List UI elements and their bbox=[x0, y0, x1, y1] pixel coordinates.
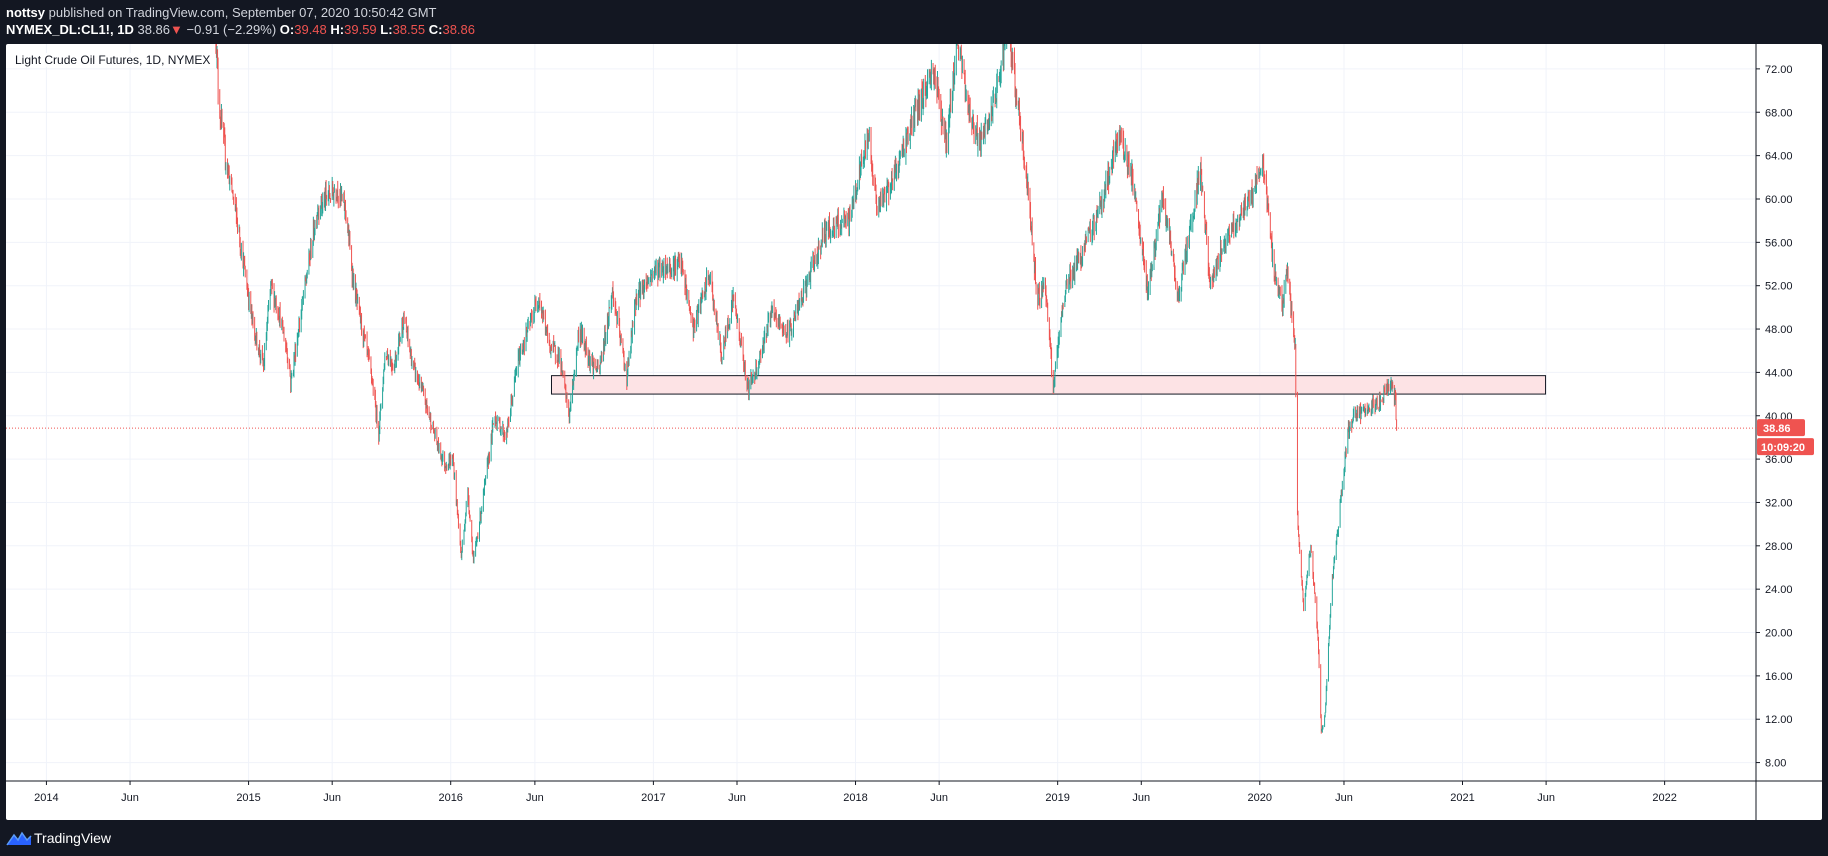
author-name[interactable]: nottsy bbox=[6, 5, 45, 20]
tradingview-logo-icon[interactable] bbox=[6, 830, 32, 846]
x-tick-label: 2021 bbox=[1450, 792, 1474, 804]
x-tick-label: Jun bbox=[1537, 792, 1555, 804]
high-value: 39.59 bbox=[344, 22, 377, 37]
y-tick-label: 16.00 bbox=[1765, 671, 1793, 683]
y-tick-label: 60.00 bbox=[1765, 194, 1793, 206]
y-tick-label: 72.00 bbox=[1765, 64, 1793, 76]
close-value: 38.86 bbox=[442, 22, 476, 37]
y-tick-label: 68.00 bbox=[1765, 107, 1793, 119]
down-arrow-icon: ▼ bbox=[170, 22, 183, 37]
y-tick-label: 52.00 bbox=[1765, 281, 1793, 293]
y-tick-label: 56.00 bbox=[1765, 237, 1793, 249]
y-tick-label: 24.00 bbox=[1765, 584, 1793, 596]
x-tick-label: Jun bbox=[121, 792, 139, 804]
countdown-badge bbox=[1757, 438, 1814, 456]
chart-title: Light Crude Oil Futures, 1D, NYMEX bbox=[15, 53, 211, 67]
x-tick-label: Jun bbox=[930, 792, 948, 804]
chart-header: nottsy published on TradingView.com, Sep… bbox=[0, 0, 1828, 44]
tradingview-logo-text[interactable]: TradingView bbox=[34, 830, 112, 846]
grid bbox=[6, 44, 1756, 781]
open-label: O: bbox=[279, 22, 295, 37]
y-tick-label: 12.00 bbox=[1765, 714, 1793, 726]
publish-info: nottsy published on TradingView.com, Sep… bbox=[6, 5, 436, 20]
ohlc-legend: NYMEX_DL:CL1!, 1D 38.86▼ −0.91 (−2.29%) … bbox=[6, 22, 475, 37]
x-tick-label: 2018 bbox=[843, 792, 867, 804]
last-price: 38.86 bbox=[137, 22, 171, 37]
y-tick-label: 36.00 bbox=[1765, 454, 1793, 466]
last-price-label: 38.86 bbox=[1763, 423, 1791, 435]
x-tick-label: Jun bbox=[323, 792, 341, 804]
open-value: 39.48 bbox=[294, 22, 327, 37]
x-tick-label: Jun bbox=[526, 792, 544, 804]
y-tick-label: 20.00 bbox=[1765, 628, 1793, 640]
x-tick-label: Jun bbox=[1335, 792, 1353, 804]
publish-text: published on TradingView.com, September … bbox=[48, 5, 437, 20]
support-zone-rect bbox=[550, 375, 1547, 395]
price-chart[interactable]: 8.00 12.00 16.00 20.00 24.00 28.00 32.00 36.00 4… bbox=[6, 44, 1822, 820]
candles bbox=[215, 44, 1398, 734]
y-tick-label: 44.00 bbox=[1765, 367, 1793, 379]
x-tick-label: 2014 bbox=[34, 792, 58, 804]
x-tick-label: 2015 bbox=[236, 792, 260, 804]
symbol-label: NYMEX_DL:CL1!, 1D bbox=[6, 22, 134, 37]
y-tick-label: 64.00 bbox=[1765, 151, 1793, 163]
y-tick-label: 28.00 bbox=[1765, 541, 1793, 553]
x-tick-label: 2022 bbox=[1652, 792, 1676, 804]
low-label: L: bbox=[380, 22, 393, 37]
x-tick-label: 2017 bbox=[641, 792, 665, 804]
x-tick-label: Jun bbox=[1132, 792, 1150, 804]
y-tick-label: 32.00 bbox=[1765, 497, 1793, 509]
support-zone-layer bbox=[550, 375, 1547, 395]
last-price-badge bbox=[1757, 419, 1805, 437]
high-label: H: bbox=[330, 22, 345, 37]
y-tick-label: 8.00 bbox=[1765, 758, 1786, 770]
low-value: 38.55 bbox=[392, 22, 426, 37]
x-tick-label: 2020 bbox=[1248, 792, 1272, 804]
x-tick-label: Jun bbox=[728, 792, 746, 804]
close-label: C: bbox=[428, 22, 443, 37]
y-tick-label: 48.00 bbox=[1765, 324, 1793, 336]
x-tick-label: 2019 bbox=[1045, 792, 1069, 804]
countdown-label: 10:09:20 bbox=[1761, 442, 1805, 454]
axes: 8.00 12.00 16.00 20.00 24.00 28.00 32.00 36.00 4… bbox=[6, 44, 1822, 820]
x-tick-label: 2016 bbox=[438, 792, 462, 804]
chart-area[interactable]: 8.00 12.00 16.00 20.00 24.00 28.00 32.00 36.00 4… bbox=[6, 44, 1822, 820]
price-change: −0.91 (−2.29%) bbox=[186, 22, 277, 37]
footer: TradingView bbox=[0, 820, 1828, 856]
